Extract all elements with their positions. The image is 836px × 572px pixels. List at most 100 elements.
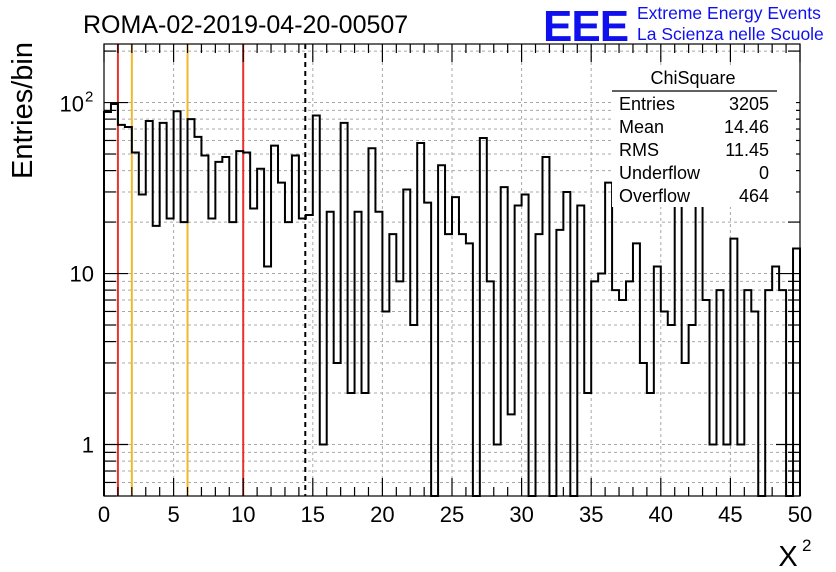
histogram-bin xyxy=(410,325,417,496)
histogram-bin xyxy=(737,445,744,496)
histogram-bin xyxy=(139,194,146,496)
histogram-bin xyxy=(257,169,264,496)
brand-logo: EEE Extreme Energy Events La Scienza nel… xyxy=(543,2,824,51)
histogram-bin xyxy=(542,157,549,496)
histogram-bin xyxy=(584,393,591,496)
histogram-bin xyxy=(522,194,529,496)
histogram-bin xyxy=(313,115,320,496)
x-tick-label: 10 xyxy=(231,502,255,527)
histogram-bin xyxy=(730,239,737,496)
stats-box: ChiSquare Entries 3205 Mean 14.46 RMS 11.45 Un… xyxy=(612,66,796,207)
brand-line-2: La Scienza nelle Scuole xyxy=(637,24,824,44)
y-tick-label-superscript: 2 xyxy=(85,89,93,106)
histogram-bin xyxy=(536,234,543,496)
histogram-bin xyxy=(716,290,723,496)
histogram-bin xyxy=(563,192,570,496)
stats-row-label: Entries xyxy=(619,94,675,114)
stats-row-label: Underflow xyxy=(619,163,701,183)
histogram-bin xyxy=(501,187,508,496)
histogram-bin xyxy=(668,325,675,496)
stats-box-frame xyxy=(612,66,796,207)
histogram-bin xyxy=(118,125,125,496)
histogram-bin xyxy=(577,205,584,496)
histogram-bin xyxy=(612,290,619,496)
x-tick-label: 15 xyxy=(301,502,325,527)
histogram-bin xyxy=(334,363,341,496)
histogram-bin xyxy=(271,146,278,496)
stats-row-label: Overflow xyxy=(619,186,691,206)
x-tick-labels: 0 5 10 15 20 25 30 35 40 45 50 xyxy=(98,502,812,527)
x-axis-label-main: X xyxy=(778,541,797,572)
histogram-series xyxy=(103,103,801,497)
histogram-bin xyxy=(389,234,396,496)
histogram-bin xyxy=(682,363,689,496)
histogram-bin xyxy=(556,230,563,496)
histogram-bin xyxy=(751,311,758,496)
histogram-bin xyxy=(362,393,369,496)
histogram-bin xyxy=(153,226,160,496)
histogram-bin xyxy=(675,197,682,496)
histogram-bin xyxy=(208,218,215,496)
grid xyxy=(104,44,800,496)
histogram-bin xyxy=(104,112,111,496)
histogram-bin xyxy=(515,205,522,496)
y-axis-label: Entries/bin xyxy=(7,42,39,179)
histogram-bin xyxy=(327,212,334,496)
x-tick-label: 45 xyxy=(718,502,742,527)
histogram-bin xyxy=(696,192,703,496)
x-tick-label: 35 xyxy=(579,502,603,527)
histogram-bin xyxy=(278,183,285,496)
stats-row-value: 0 xyxy=(759,163,769,183)
brand-line-1: Extreme Energy Events xyxy=(637,3,821,23)
histogram-bin xyxy=(396,281,403,496)
histogram-bin xyxy=(215,162,222,496)
histogram-bin xyxy=(710,445,717,496)
histogram-bin xyxy=(348,393,355,496)
stats-rows: Entries 3205 Mean 14.46 RMS 11.45 Underflow 0 Ov… xyxy=(619,94,769,206)
x-tick-label: 0 xyxy=(98,502,110,527)
histogram-bin xyxy=(368,148,375,496)
histogram-bin xyxy=(125,127,132,496)
histogram-bin xyxy=(466,243,473,496)
histogram-bin xyxy=(181,222,188,496)
histogram-bin xyxy=(703,300,710,496)
histogram-bin xyxy=(689,325,696,496)
x-tick-label: 25 xyxy=(440,502,464,527)
histogram-bin xyxy=(765,290,772,496)
histogram-bin xyxy=(508,414,515,496)
histogram-bin xyxy=(494,445,501,496)
histogram-bin xyxy=(661,311,668,496)
chart-title: ROMA-02-2019-04-20-00507 xyxy=(83,11,408,39)
histogram-bin xyxy=(132,153,139,496)
histogram-bin xyxy=(647,393,654,496)
histogram-bin xyxy=(459,234,466,496)
histogram-bin xyxy=(605,183,612,496)
histogram-bin xyxy=(264,266,271,496)
histogram-bin xyxy=(167,218,174,496)
histogram-bin xyxy=(772,266,779,496)
histogram-bin xyxy=(285,222,292,496)
histogram-bin xyxy=(779,290,786,496)
histogram-bin xyxy=(188,119,195,496)
x-axis-label: X 2 xyxy=(778,536,811,572)
x-tick-label: 20 xyxy=(370,502,394,527)
histogram-bin xyxy=(250,209,257,496)
x-tick-label: 30 xyxy=(509,502,533,527)
histogram-bin xyxy=(341,123,348,496)
axis-ticks xyxy=(103,44,801,497)
stats-row-value: 464 xyxy=(739,186,769,206)
histogram-outline xyxy=(103,103,801,497)
histogram-bin xyxy=(160,123,167,496)
histogram-bin xyxy=(306,215,313,496)
histogram-bin xyxy=(243,153,250,496)
histogram-bin xyxy=(222,157,229,496)
histogram-bin xyxy=(591,281,598,496)
histogram-bin xyxy=(201,156,208,496)
histogram-bin xyxy=(194,137,201,496)
histogram-bin xyxy=(452,197,459,496)
histogram-bin xyxy=(236,151,243,496)
histogram-bin xyxy=(375,212,382,496)
histogram-bin xyxy=(174,111,181,496)
